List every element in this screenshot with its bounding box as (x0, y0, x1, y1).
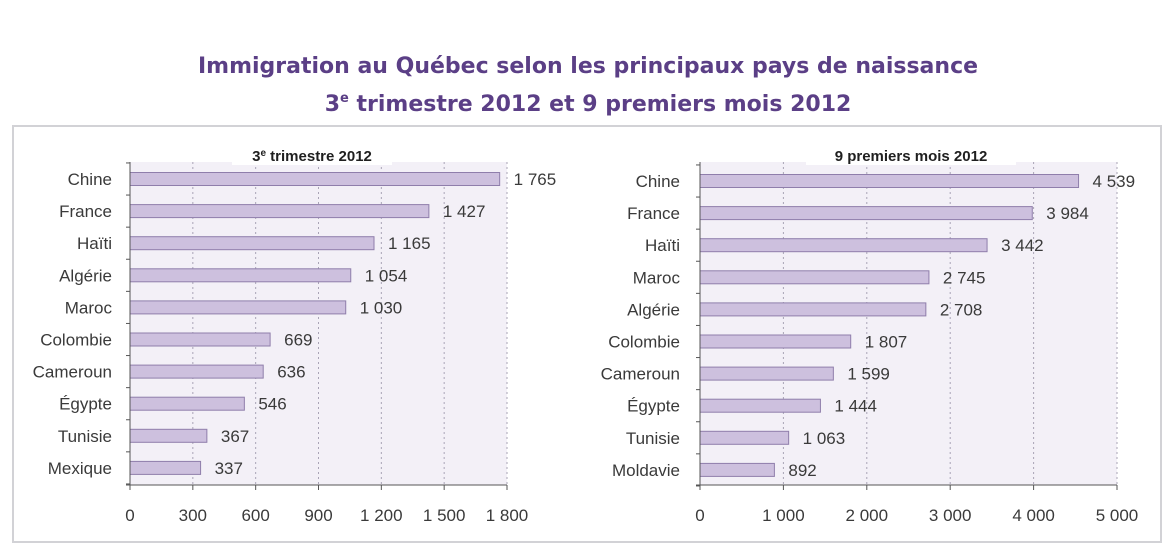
chart1-category-label: Maroc (65, 298, 113, 317)
chart1-category-label: Haïti (77, 234, 112, 253)
subtitle-superscript: e (340, 91, 349, 106)
chart2-bar (699, 398, 821, 413)
chart1-bar (129, 172, 501, 186)
chart-subtitle: 3e trimestre 2012 et 9 premiers mois 201… (0, 84, 1176, 120)
chart2-bar (699, 174, 1080, 188)
chart1-category-label: Égypte (59, 395, 112, 414)
chart1-category-label: Tunisie (58, 427, 112, 446)
chart2-category-label: Algérie (627, 300, 680, 319)
chart1-x-tick-label: 1 500 (423, 506, 466, 525)
chart1-bar (129, 300, 347, 315)
chart1-value-label: 367 (221, 427, 249, 446)
chart2-category-label: France (627, 204, 680, 223)
subtitle-number: 3 (324, 92, 340, 117)
chart2-value-label: 3 442 (1001, 236, 1044, 255)
chart1-x-tick-label: 600 (241, 506, 269, 525)
chart1-bar (129, 236, 375, 251)
chart1-category-label: Algérie (59, 266, 112, 285)
chart2-value-label: 1 599 (847, 365, 890, 384)
chart1-x-tick-label: 1 800 (486, 506, 529, 525)
chart2-category-label: Tunisie (626, 429, 680, 448)
chart2-value-label: 2 708 (940, 300, 983, 319)
chart2-x-tick-label: 5 000 (1096, 506, 1139, 525)
chart2-bar (699, 270, 930, 285)
chart2-category-label: Colombie (608, 333, 680, 352)
chart2-bar (699, 430, 790, 445)
chart1-value-label: 337 (215, 459, 243, 478)
chart2-value-label: 1 063 (803, 429, 846, 448)
chart1-bar (129, 460, 202, 475)
chart2-x-tick-label: 4 000 (1012, 506, 1055, 525)
chart1-value-label: 636 (277, 363, 305, 382)
chart-title: Immigration au Québec selon les principa… (197, 54, 979, 79)
chart2-bar (699, 206, 1033, 221)
chart1-bar (129, 332, 271, 347)
chart2-x-tick-label: 0 (695, 506, 704, 525)
chart2-value-label: 4 539 (1093, 172, 1136, 191)
chart2-bar (699, 238, 988, 253)
chart1-value-label: 1 765 (514, 170, 557, 189)
chart2-bar (699, 302, 927, 317)
chart2-category-label: Cameroun (601, 365, 680, 384)
chart2-title: 9 premiers mois 2012 (835, 148, 988, 165)
chart2-x-tick-label: 3 000 (929, 506, 972, 525)
chart1-bar (129, 396, 245, 411)
chart1-title: 3e trimestre 2012 (252, 148, 372, 165)
chart2-category-label: Maroc (633, 268, 681, 287)
chart1-x-tick-label: 1 200 (360, 506, 403, 525)
chart2-title-bg (806, 145, 1016, 165)
chart1-bar (129, 204, 430, 219)
chart2-category-label: Égypte (627, 397, 680, 416)
chart1-value-label: 546 (258, 395, 286, 414)
chart2-category-label: Chine (636, 172, 680, 191)
chart1-category-label: France (59, 202, 112, 221)
chart2-value-label: 892 (788, 461, 816, 480)
chart1-x-tick-label: 300 (179, 506, 207, 525)
chart1-x-tick-label: 0 (125, 506, 134, 525)
chart1-x-tick-label: 900 (304, 506, 332, 525)
chart1-category-label: Colombie (40, 331, 112, 350)
chart2-value-label: 2 745 (943, 268, 986, 287)
chart1-category-label: Mexique (48, 459, 112, 478)
chart1-bar (129, 364, 264, 379)
chart2-x-tick-label: 1 000 (762, 506, 805, 525)
chart1-category-label: Cameroun (33, 363, 112, 382)
chart2-bar (699, 366, 834, 381)
chart2-bar (699, 462, 775, 477)
chart2-x-tick-label: 2 000 (846, 506, 889, 525)
chart1-bar (129, 428, 208, 443)
chart2-category-label: Moldavie (612, 461, 680, 480)
chart1-value-label: 1 427 (443, 202, 486, 221)
chart1-bar (129, 268, 352, 283)
chart2-category-label: Haïti (645, 236, 680, 255)
chart2-value-label: 3 984 (1046, 204, 1089, 223)
chart1-category-label: Chine (68, 170, 112, 189)
chart1-value-label: 1 054 (365, 266, 408, 285)
chart2-value-label: 1 444 (834, 397, 877, 416)
subtitle-text: trimestre 2012 et 9 premiers mois 2012 (348, 92, 852, 117)
chart1-value-label: 1 165 (388, 234, 431, 253)
chart2-value-label: 1 807 (865, 333, 908, 352)
chart1-title-bg (232, 145, 392, 165)
chart1-value-label: 669 (284, 331, 312, 350)
chart2-bar (699, 334, 852, 349)
chart1-value-label: 1 030 (360, 298, 403, 317)
